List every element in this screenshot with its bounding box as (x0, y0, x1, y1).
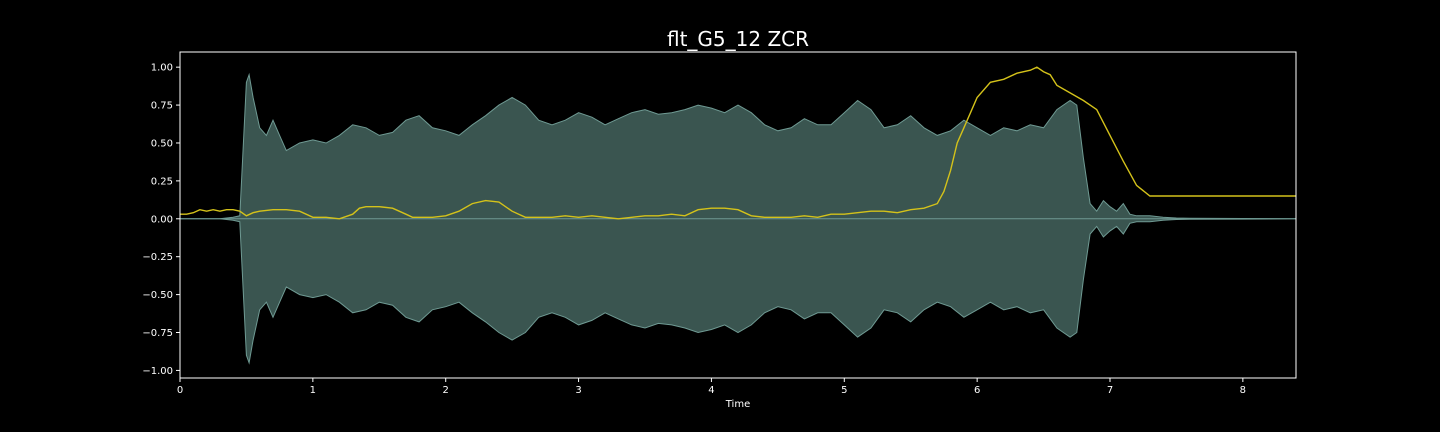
x-tick-label: 5 (841, 385, 847, 396)
y-tick-label: −0.75 (142, 328, 173, 339)
y-tick-label: 0.50 (151, 138, 173, 149)
x-tick-label: 6 (974, 385, 980, 396)
y-tick-label: −0.50 (142, 290, 173, 301)
y-tick-label: −0.25 (142, 252, 173, 263)
x-tick-label: 4 (708, 385, 714, 396)
y-tick-label: 1.00 (151, 63, 173, 74)
y-tick-label: −1.00 (142, 366, 173, 377)
x-tick-label: 3 (575, 385, 581, 396)
chart-title: flt_G5_12 ZCR (667, 27, 809, 51)
x-axis: 0 1 2 3 4 5 6 7 8 (177, 378, 1246, 396)
x-tick-label: 0 (177, 385, 183, 396)
zcr-line (180, 66, 1296, 220)
y-axis: 1.00 0.75 0.50 0.25 0.00 −0.25 −0.50 −0.75 −1.00 (142, 63, 180, 377)
y-tick-label: 0.25 (151, 176, 173, 187)
axes-frame (179, 51, 1297, 379)
x-axis-label: Time (725, 399, 750, 410)
x-tick-label: 2 (443, 385, 449, 396)
y-tick-label: 0.00 (151, 214, 173, 225)
x-tick-label: 1 (310, 385, 316, 396)
x-tick-label: 8 (1240, 385, 1246, 396)
y-tick-label: 0.75 (151, 101, 173, 112)
x-tick-label: 7 (1107, 385, 1113, 396)
